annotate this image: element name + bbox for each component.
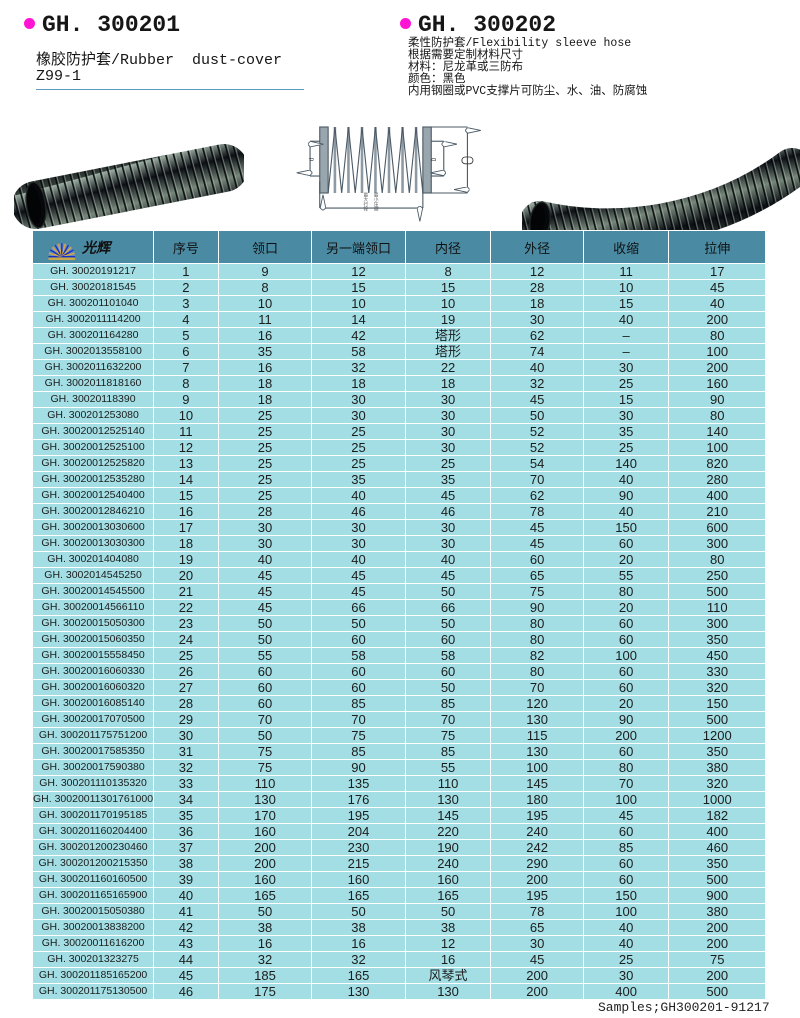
svg-text:光辉: 光辉 [80, 239, 112, 256]
svg-text:缩: 缩 [374, 206, 379, 213]
svg-text:程: 程 [364, 206, 369, 213]
svg-text:d: d [309, 157, 316, 161]
svg-text:D: D [431, 157, 438, 161]
